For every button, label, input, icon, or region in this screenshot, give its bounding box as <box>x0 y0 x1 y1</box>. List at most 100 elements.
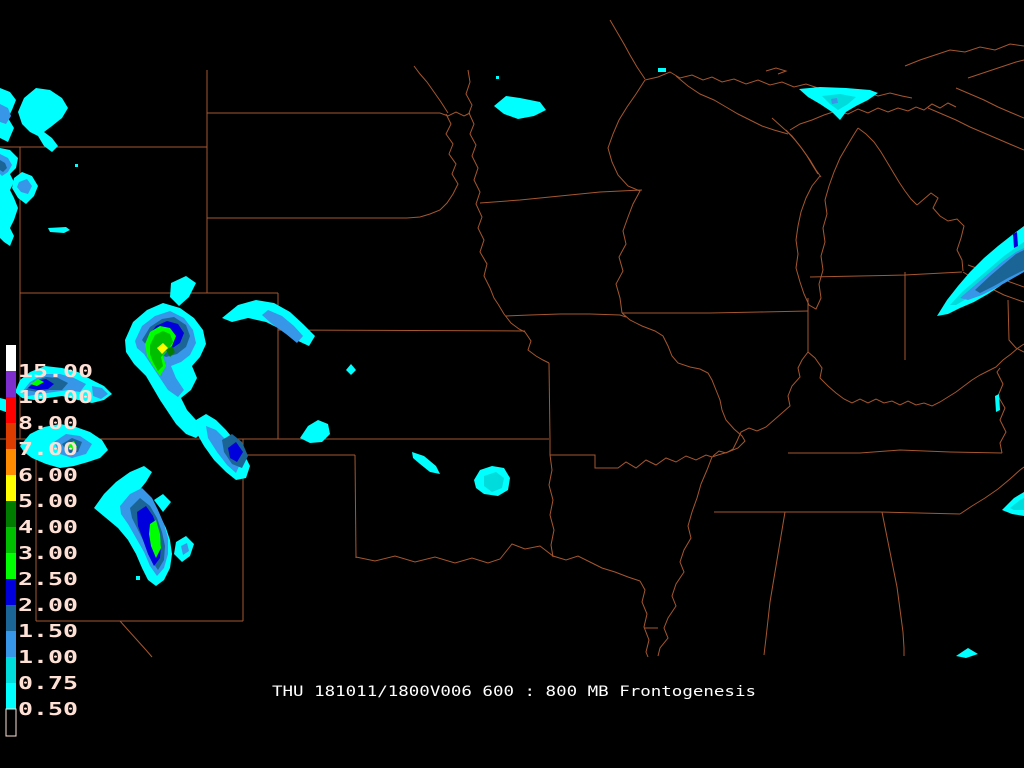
contour-region <box>412 452 440 474</box>
legend-band-swatch <box>6 449 16 475</box>
coastline <box>916 192 965 272</box>
contour-region <box>1010 498 1024 510</box>
contour-region <box>166 346 175 357</box>
legend-band-label: 8.00 <box>18 413 78 434</box>
map-caption: THU 181011/1800V006 600 : 800 MB Frontog… <box>272 684 756 700</box>
river-border-line <box>406 113 459 219</box>
legend-colorbar: 15.00 10.00 8.00 7.00 6.00 5.00 4.00 3.0… <box>5 345 93 737</box>
state-border-line <box>788 449 1003 454</box>
coastline <box>927 107 1024 151</box>
state-border-line <box>550 454 713 469</box>
state-border-line <box>809 271 963 278</box>
state-border-line <box>996 367 1007 454</box>
state-border-line <box>763 511 786 656</box>
contour-region <box>18 88 68 152</box>
legend-band-swatch <box>6 579 16 605</box>
coastline <box>904 43 1024 67</box>
legend-band-label: 3.00 <box>18 543 78 564</box>
contour-region <box>222 300 315 346</box>
legend-band-label: 2.00 <box>18 595 78 616</box>
state-border-line <box>639 580 650 658</box>
river-border-line <box>465 69 499 305</box>
contour-region <box>300 420 330 443</box>
state-border-line <box>505 313 627 318</box>
river-border-line <box>657 456 713 657</box>
state-border-line <box>277 329 526 332</box>
legend-band-label: 10.00 <box>18 387 93 408</box>
contour-region <box>975 250 1024 293</box>
state-border-line <box>207 111 471 117</box>
river-border-line <box>712 351 809 457</box>
contour-region <box>136 576 140 580</box>
contour-region <box>28 379 54 390</box>
contour-region <box>822 94 856 110</box>
legend-band-label: 0.50 <box>18 699 78 720</box>
contour-region <box>0 160 7 172</box>
contour-region <box>937 226 1024 316</box>
legend-band-swatch <box>6 475 16 501</box>
coastline <box>795 127 859 310</box>
river-border-line <box>607 79 646 314</box>
coastline <box>785 129 822 178</box>
legend-band-swatch <box>6 345 16 371</box>
state-border-line <box>714 511 961 515</box>
legend-band-label: 1.00 <box>18 647 78 668</box>
contour-region <box>831 98 838 104</box>
coastline <box>789 102 957 131</box>
state-border-line <box>675 75 789 135</box>
legend-band-swatch <box>6 501 16 527</box>
legend-band-label: 0.75 <box>18 673 78 694</box>
river-border-line <box>807 343 1024 407</box>
state-border-line <box>1007 299 1024 353</box>
contour-region <box>17 179 32 194</box>
coastline <box>771 117 819 175</box>
contour-region <box>30 379 44 386</box>
legend-band-label: 15.00 <box>18 361 93 382</box>
river-border-line <box>355 543 641 582</box>
contour-fills <box>0 68 1024 658</box>
contour-region <box>995 394 1000 412</box>
contour-region <box>346 364 356 375</box>
state-border-line <box>479 189 643 204</box>
river-border-line <box>497 303 550 364</box>
coastline <box>857 127 918 206</box>
state-border-line <box>354 454 357 559</box>
contour-region <box>496 76 499 79</box>
state-border-line <box>959 466 1024 515</box>
contour-region <box>157 343 168 354</box>
contour-region <box>228 442 243 462</box>
legend-band-swatch <box>6 397 16 423</box>
legend-band-swatch <box>6 527 16 553</box>
legend-band-label: 2.50 <box>18 569 78 590</box>
legend-band-label: 6.00 <box>18 465 78 486</box>
legend-band-swatch <box>6 553 16 579</box>
river-border-line <box>621 312 746 458</box>
legend-empty-swatch <box>5 708 17 737</box>
legend-band-swatch <box>6 657 16 683</box>
state-border-line <box>548 439 555 558</box>
contour-region <box>262 310 303 343</box>
river-border-line <box>413 65 449 114</box>
contour-region <box>0 104 11 124</box>
legend-band-swatch <box>6 631 16 657</box>
contour-region <box>1013 232 1018 248</box>
contour-region <box>950 242 1024 305</box>
legend-band-swatch <box>6 605 16 631</box>
contour-region <box>956 648 978 658</box>
contour-region <box>67 441 77 450</box>
contour-region <box>484 472 504 492</box>
contour-region <box>149 520 161 558</box>
contour-region <box>181 543 189 555</box>
state-borders <box>0 19 1024 658</box>
contour-region <box>154 494 171 512</box>
coastline <box>609 19 646 80</box>
contour-region <box>658 68 666 72</box>
state-border-line <box>881 511 905 656</box>
state-border-line <box>548 362 551 440</box>
contour-region <box>170 276 196 306</box>
contour-region <box>92 386 108 399</box>
legend-band-swatch <box>6 423 16 449</box>
legend-band-label: 5.00 <box>18 491 78 512</box>
